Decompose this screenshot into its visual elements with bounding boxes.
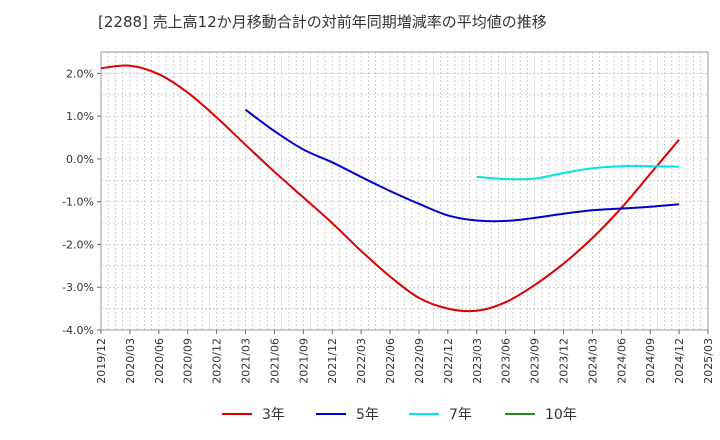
- x-tick-label: 2022/03: [355, 338, 368, 384]
- x-tick-label: 2021/12: [326, 338, 339, 384]
- x-tick-label: 2023/09: [529, 338, 542, 384]
- series-line-1: [244, 108, 680, 223]
- legend-label-1: 5年: [356, 407, 379, 423]
- x-tick-label: 2024/12: [673, 338, 686, 384]
- chart-title: [2288] 売上高12か月移動合計の対前年同期増減率の平均値の推移: [98, 13, 547, 31]
- plot-area: [100, 51, 709, 331]
- x-tick-label: 2025/03: [702, 338, 715, 384]
- x-tick-label: 2024/03: [586, 338, 599, 384]
- x-tick-label: 2021/09: [297, 338, 310, 384]
- series-line-2: [476, 164, 680, 181]
- y-tick-label: -3.0%: [62, 281, 94, 294]
- x-tick-label: 2020/09: [182, 338, 195, 384]
- x-tick-label: 2020/12: [211, 338, 224, 384]
- legend-label-3: 10年: [545, 407, 577, 423]
- x-tick-label: 2020/03: [124, 338, 137, 384]
- series-lines: [100, 64, 680, 313]
- legend-label-2: 7年: [449, 407, 472, 423]
- x-tick-label: 2023/12: [557, 338, 570, 384]
- x-tick-label: 2020/06: [153, 338, 166, 384]
- x-tick-label: 2024/09: [644, 338, 657, 384]
- y-tick-label: -1.0%: [62, 196, 94, 209]
- x-tick-labels: 2019/12 2020/03 2020/06 2020/09 2020/12 2021/…: [95, 330, 715, 384]
- x-tick-label: 2022/12: [442, 338, 455, 384]
- x-tick-label: 2022/09: [413, 338, 426, 384]
- series-line-0: [100, 64, 680, 313]
- y-tick-label: -2.0%: [62, 238, 94, 251]
- y-tick-label: 2.0%: [66, 67, 94, 80]
- y-tick-label: -4.0%: [62, 324, 94, 337]
- x-tick-label: 2024/06: [615, 338, 628, 384]
- x-tick-label: 2021/06: [268, 338, 281, 384]
- y-tick-label: 1.0%: [66, 110, 94, 123]
- x-tick-label: 2023/03: [471, 338, 484, 384]
- legend: 3年 5年 7年 10年: [222, 407, 577, 423]
- x-tick-label: 2022/06: [384, 338, 397, 384]
- x-tick-label: 2019/12: [95, 338, 108, 384]
- y-gridlines: [101, 73, 708, 309]
- legend-label-0: 3年: [262, 407, 285, 423]
- y-tick-labels: 2.0% 1.0% 0.0% -1.0% -2.0% -3.0% -4.0%: [62, 67, 101, 337]
- x-tick-label: 2021/03: [240, 338, 253, 384]
- x-tick-label: 2023/06: [500, 338, 513, 384]
- y-tick-label: 0.0%: [66, 153, 94, 166]
